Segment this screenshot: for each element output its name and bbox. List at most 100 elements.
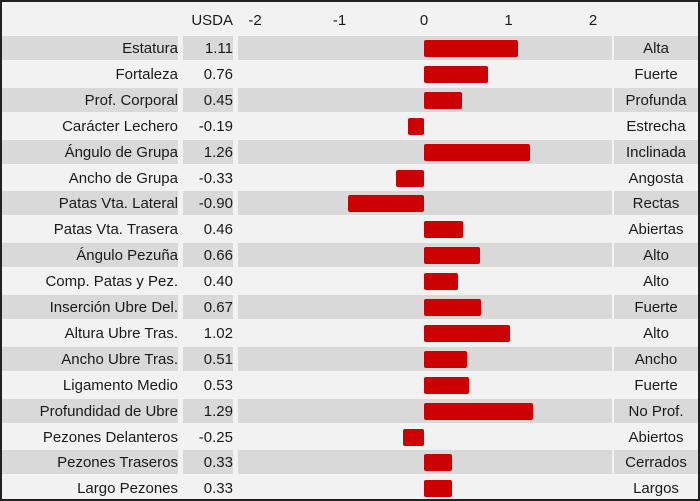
trait-value: 1.29 [183, 398, 233, 423]
trait-value: 0.45 [183, 87, 233, 112]
bar [407, 117, 424, 135]
trait-value: 0.67 [183, 295, 233, 319]
trait-value: 0.33 [183, 450, 233, 475]
bar [424, 221, 463, 239]
trait-row: Pezones Traseros 0.33 Cerrados [2, 449, 698, 475]
bar-area [238, 87, 612, 112]
trait-label: Inserción Ubre Del. [2, 295, 178, 319]
trait-descriptor: Abiertos [614, 424, 698, 449]
trait-value: 1.26 [183, 139, 233, 164]
trait-row: Comp. Patas y Pez. 0.40 Alto [2, 268, 698, 294]
trait-label: Ancho de Grupa [2, 165, 178, 190]
trait-descriptor: No Prof. [614, 398, 698, 423]
trait-value: 0.53 [183, 372, 233, 397]
trait-value: 0.40 [183, 269, 233, 294]
trait-value: 0.66 [183, 243, 233, 268]
trait-row: Patas Vta. Trasera 0.46 Abiertas [2, 216, 698, 242]
trait-descriptor: Estrecha [614, 113, 698, 138]
bar-area [238, 398, 612, 423]
usda-header: USDA [191, 12, 233, 29]
bar [402, 428, 424, 446]
trait-row: Fortaleza 0.76 Fuerte [2, 61, 698, 87]
bar [424, 480, 452, 498]
bar-area [238, 191, 612, 216]
trait-value: -0.33 [183, 165, 233, 190]
trait-label: Pezones Delanteros [2, 424, 178, 449]
bar-area [238, 320, 612, 345]
bar [424, 65, 489, 83]
trait-label: Pezones Traseros [2, 450, 178, 475]
bar-area [238, 476, 612, 499]
bar [347, 195, 424, 213]
trait-row: Patas Vta. Lateral -0.90 Rectas [2, 190, 698, 216]
trait-row: Pezones Delanteros -0.25 Abiertos [2, 424, 698, 450]
x-tick-label: 2 [588, 12, 598, 29]
bar [424, 324, 511, 342]
bar [424, 247, 480, 265]
trait-descriptor: Fuerte [614, 372, 698, 397]
trait-row: Ancho Ubre Tras. 0.51 Ancho [2, 346, 698, 372]
bar-area [238, 113, 612, 138]
trait-row: Ligamento Medio 0.53 Fuerte [2, 372, 698, 398]
bar [424, 402, 533, 420]
trait-value: -0.19 [183, 113, 233, 138]
trait-descriptor: Profunda [614, 87, 698, 112]
bar-area [238, 346, 612, 371]
trait-label: Estatura [2, 36, 178, 60]
trait-value: 1.02 [183, 320, 233, 345]
bar-area [238, 424, 612, 449]
trait-descriptor: Alta [614, 36, 698, 60]
trait-row: Ancho de Grupa -0.33 Angosta [2, 165, 698, 191]
trait-label: Carácter Lechero [2, 113, 178, 138]
trait-descriptor: Alto [614, 320, 698, 345]
bar-area [238, 165, 612, 190]
trait-label: Largo Pezones [2, 476, 178, 499]
bar-area [238, 36, 612, 60]
trait-value: 1.11 [183, 36, 233, 60]
trait-row: Ángulo Pezuña 0.66 Alto [2, 242, 698, 268]
bar-area [238, 295, 612, 319]
trait-label: Ángulo de Grupa [2, 139, 178, 164]
x-tick-label: 1 [504, 12, 513, 29]
trait-descriptor: Angosta [614, 165, 698, 190]
bar-area [238, 217, 612, 242]
trait-descriptor: Fuerte [614, 295, 698, 319]
trait-value: 0.76 [183, 61, 233, 86]
bar [424, 376, 469, 394]
bar-area [238, 243, 612, 268]
trait-row: Ángulo de Grupa 1.26 Inclinada [2, 139, 698, 165]
trait-descriptor: Inclinada [614, 139, 698, 164]
trait-row: Carácter Lechero -0.19 Estrecha [2, 113, 698, 139]
trait-label: Patas Vta. Trasera [2, 217, 178, 242]
trait-label: Ligamento Medio [2, 372, 178, 397]
trait-descriptor: Rectas [614, 191, 698, 216]
trait-row: Estatura 1.11 Alta [2, 35, 698, 61]
trait-descriptor: Alto [614, 243, 698, 268]
bar-area [238, 450, 612, 475]
trait-value: -0.25 [183, 424, 233, 449]
bar [424, 143, 531, 161]
trait-label: Profundidad de Ubre [2, 398, 178, 423]
bar-area [238, 139, 612, 164]
trait-value: 0.33 [183, 476, 233, 499]
trait-descriptor: Alto [614, 269, 698, 294]
trait-descriptor: Abiertas [614, 217, 698, 242]
trait-descriptor: Largos [614, 476, 698, 499]
bar [424, 273, 458, 291]
trait-value: -0.90 [183, 191, 233, 216]
trait-label: Fortaleza [2, 61, 178, 86]
trait-label: Ancho Ubre Tras. [2, 346, 178, 371]
trait-row: Altura Ubre Tras. 1.02 Alto [2, 320, 698, 346]
trait-label: Prof. Corporal [2, 87, 178, 112]
bar-area [238, 269, 612, 294]
bar [424, 454, 452, 472]
trait-row: Prof. Corporal 0.45 Profunda [2, 87, 698, 113]
trait-value: 0.46 [183, 217, 233, 242]
trait-descriptor: Ancho [614, 346, 698, 371]
trait-label: Altura Ubre Tras. [2, 320, 178, 345]
trait-value: 0.51 [183, 346, 233, 371]
trait-row: Largo Pezones 0.33 Largos [2, 475, 698, 499]
trait-descriptor: Cerrados [614, 450, 698, 475]
trait-label: Ángulo Pezuña [2, 243, 178, 268]
